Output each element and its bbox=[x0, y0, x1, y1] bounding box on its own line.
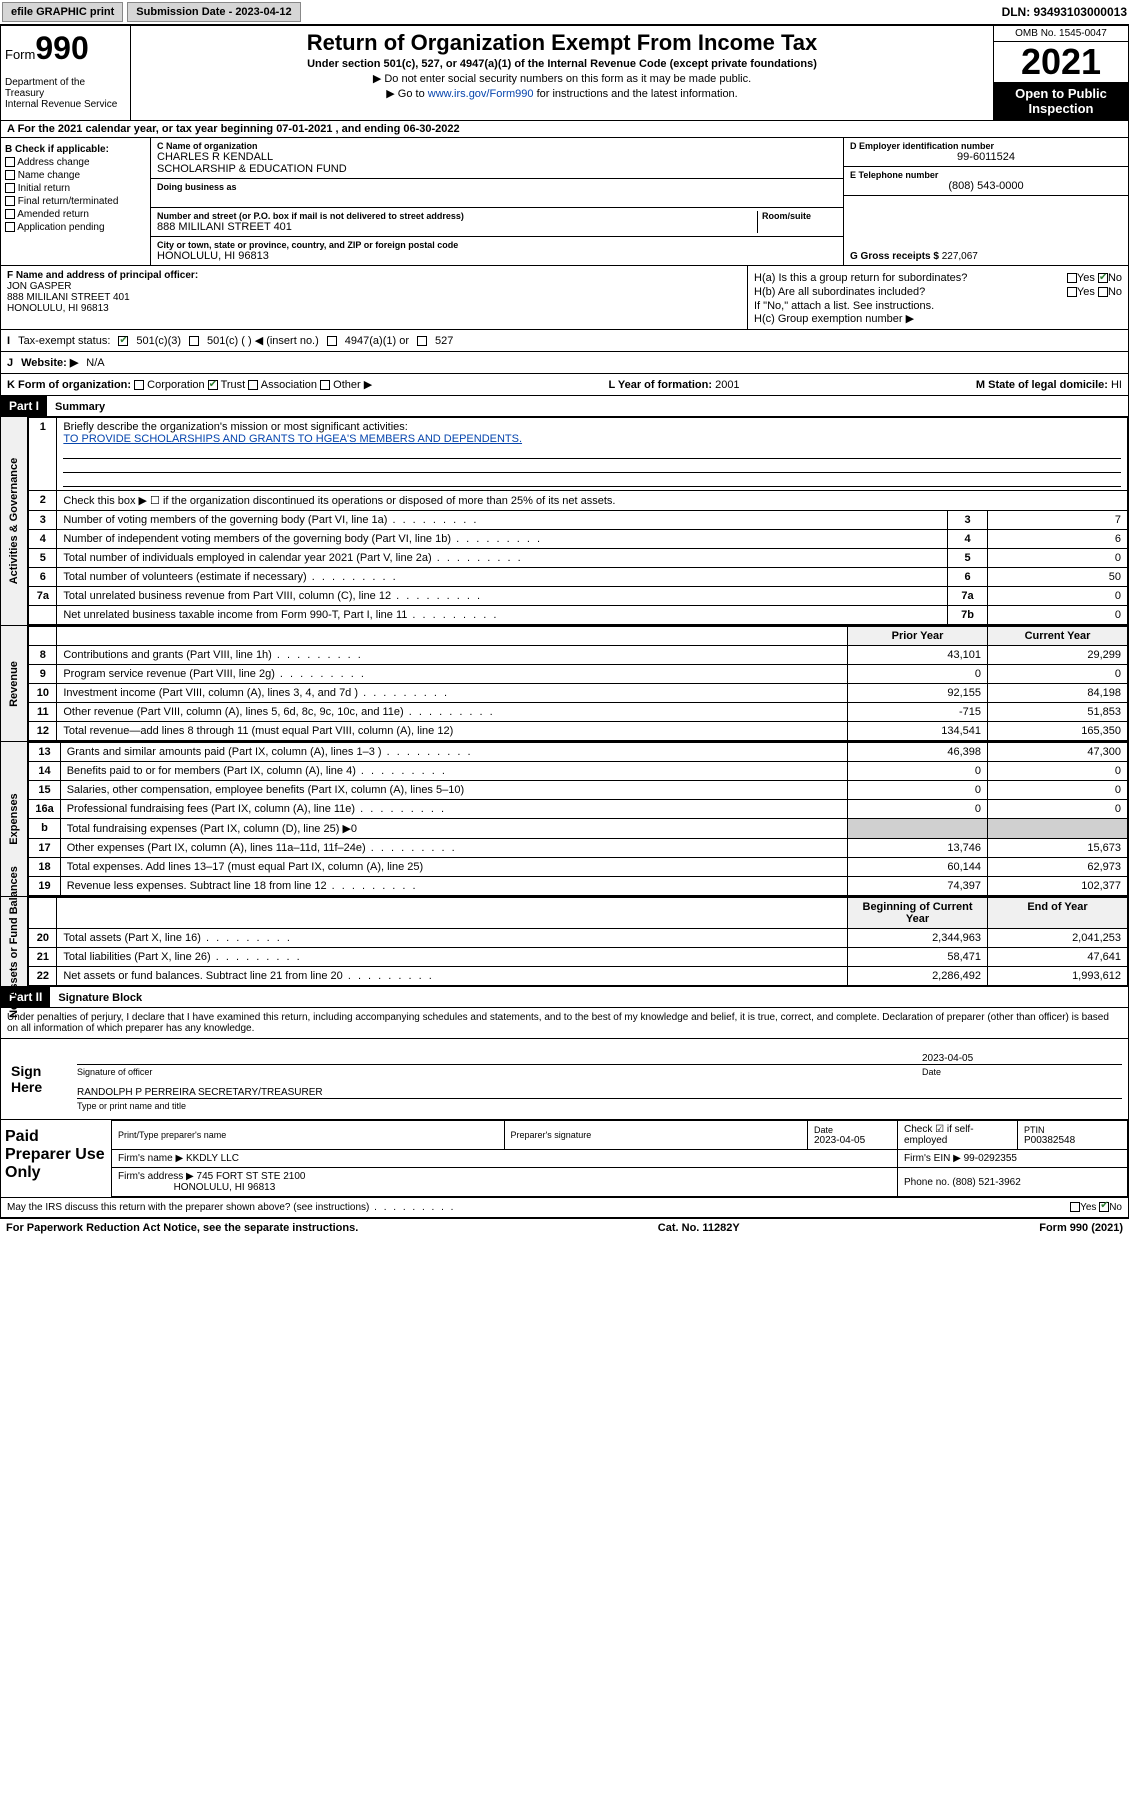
chk-final-return[interactable] bbox=[5, 196, 15, 206]
year-formation: 2001 bbox=[715, 379, 739, 391]
open-inspection: Open to Public Inspection bbox=[994, 82, 1128, 120]
part1-header: Part ISummary bbox=[0, 396, 1129, 417]
chk-address-change[interactable] bbox=[5, 157, 15, 167]
line-12: 12Total revenue—add lines 8 through 11 (… bbox=[29, 722, 1128, 741]
tax-year: 2021 bbox=[994, 42, 1128, 82]
line-3: 3Number of voting members of the governi… bbox=[29, 511, 1128, 530]
line-18: 18Total expenses. Add lines 13–17 (must … bbox=[29, 858, 1128, 877]
chk-trust[interactable] bbox=[208, 380, 218, 390]
col-b-checkboxes: B Check if applicable: Address change Na… bbox=[1, 138, 151, 265]
form-header: Form990 Department of the Treasury Inter… bbox=[0, 25, 1129, 121]
prep-date: 2023-04-05 bbox=[814, 1135, 865, 1146]
state-domicile: HI bbox=[1111, 379, 1122, 391]
firm-phone: (808) 521-3962 bbox=[952, 1177, 1020, 1188]
penalty-text: Under penalties of perjury, I declare th… bbox=[0, 1008, 1129, 1039]
chk-501c3[interactable] bbox=[118, 336, 128, 346]
ein: 99-6011524 bbox=[850, 151, 1122, 163]
line-11: 11Other revenue (Part VIII, column (A), … bbox=[29, 703, 1128, 722]
part2-header: Part IISignature Block bbox=[0, 987, 1129, 1008]
gross-receipts: 227,067 bbox=[942, 251, 978, 262]
firm-addr1: 745 FORT ST STE 2100 bbox=[197, 1171, 306, 1182]
line-22: 22Net assets or fund balances. Subtract … bbox=[29, 967, 1128, 986]
line-4: 4Number of independent voting members of… bbox=[29, 530, 1128, 549]
chk-hb-yes[interactable] bbox=[1067, 287, 1077, 297]
page-footer: For Paperwork Reduction Act Notice, see … bbox=[0, 1218, 1129, 1237]
section-revenue: Revenue Prior YearCurrent Year 8Contribu… bbox=[0, 626, 1129, 742]
line-14: 14Benefits paid to or for members (Part … bbox=[29, 762, 1128, 781]
line-5: 5Total number of individuals employed in… bbox=[29, 549, 1128, 568]
irs-label: Internal Revenue Service bbox=[5, 99, 126, 110]
section-governance: Activities & Governance 1 Briefly descri… bbox=[0, 417, 1129, 626]
paid-preparer-block: Paid Preparer Use Only Print/Type prepar… bbox=[0, 1120, 1129, 1198]
line-9: 9Program service revenue (Part VIII, lin… bbox=[29, 665, 1128, 684]
chk-ha-no[interactable] bbox=[1098, 273, 1108, 283]
chk-527[interactable] bbox=[417, 336, 427, 346]
row-fh: F Name and address of principal officer:… bbox=[0, 266, 1129, 330]
firm-name: KKDLY LLC bbox=[186, 1153, 239, 1164]
chk-discuss-yes[interactable] bbox=[1070, 1202, 1080, 1212]
sign-here-block: Sign Here 2023-04-05 Signature of office… bbox=[0, 1039, 1129, 1120]
line-16a: 16aProfessional fundraising fees (Part I… bbox=[29, 800, 1128, 819]
line-7a: 7aTotal unrelated business revenue from … bbox=[29, 587, 1128, 606]
row-a-tax-year: A For the 2021 calendar year, or tax yea… bbox=[0, 121, 1129, 138]
chk-corp[interactable] bbox=[134, 380, 144, 390]
line-19: 19Revenue less expenses. Subtract line 1… bbox=[29, 877, 1128, 896]
line-16b: bTotal fundraising expenses (Part IX, co… bbox=[29, 819, 1128, 839]
row-j-website: J Website: ▶ N/A bbox=[0, 352, 1129, 374]
chk-initial-return[interactable] bbox=[5, 183, 15, 193]
section-balances: Net Assets or Fund Balances Beginning of… bbox=[0, 897, 1129, 987]
officer-signed-name: RANDOLPH P PERREIRA SECRETARY/TREASURER bbox=[77, 1087, 1122, 1098]
line-13: 13Grants and similar amounts paid (Part … bbox=[29, 743, 1128, 762]
chk-ha-yes[interactable] bbox=[1067, 273, 1077, 283]
line-8: 8Contributions and grants (Part VIII, li… bbox=[29, 646, 1128, 665]
dept-treasury: Department of the Treasury bbox=[5, 77, 126, 99]
line-6: 6Total number of volunteers (estimate if… bbox=[29, 568, 1128, 587]
chk-other[interactable] bbox=[320, 380, 330, 390]
org-street: 888 MILILANI STREET 401 bbox=[157, 221, 757, 233]
firm-addr2: HONOLULU, HI 96813 bbox=[174, 1182, 276, 1193]
ptin: P00382548 bbox=[1024, 1135, 1075, 1146]
form-subtitle: Under section 501(c), 527, or 4947(a)(1)… bbox=[139, 58, 985, 70]
chk-hb-no[interactable] bbox=[1098, 287, 1108, 297]
dln-text: DLN: 93493103000013 bbox=[1002, 5, 1127, 19]
mission-text: TO PROVIDE SCHOLARSHIPS AND GRANTS TO HG… bbox=[63, 433, 522, 445]
chk-4947[interactable] bbox=[327, 336, 337, 346]
chk-501c[interactable] bbox=[189, 336, 199, 346]
goto-note: ▶ Go to www.irs.gov/Form990 for instruct… bbox=[139, 87, 985, 100]
omb-number: OMB No. 1545-0047 bbox=[994, 26, 1128, 42]
ssn-note: ▶ Do not enter social security numbers o… bbox=[139, 72, 985, 85]
line-10: 10Investment income (Part VIII, column (… bbox=[29, 684, 1128, 703]
org-name-1: CHARLES R KENDALL bbox=[157, 151, 837, 163]
form-number: Form990 bbox=[5, 30, 126, 67]
line-21: 21Total liabilities (Part X, line 26)58,… bbox=[29, 948, 1128, 967]
org-city: HONOLULU, HI 96813 bbox=[157, 250, 837, 262]
section-expenses: Expenses 13Grants and similar amounts pa… bbox=[0, 742, 1129, 897]
submission-date-button[interactable]: Submission Date - 2023-04-12 bbox=[127, 2, 300, 22]
chk-name-change[interactable] bbox=[5, 170, 15, 180]
may-discuss-row: May the IRS discuss this return with the… bbox=[0, 1198, 1129, 1218]
row-klm: K Form of organization: Corporation Trus… bbox=[0, 374, 1129, 396]
row-i-tax-status: I Tax-exempt status: 501(c)(3) 501(c) ( … bbox=[0, 330, 1129, 352]
line-15: 15Salaries, other compensation, employee… bbox=[29, 781, 1128, 800]
line-17: 17Other expenses (Part IX, column (A), l… bbox=[29, 839, 1128, 858]
col-c-org: C Name of organization CHARLES R KENDALL… bbox=[151, 138, 843, 265]
chk-assoc[interactable] bbox=[248, 380, 258, 390]
org-name-2: SCHOLARSHIP & EDUCATION FUND bbox=[157, 163, 837, 175]
section-bcde: B Check if applicable: Address change Na… bbox=[0, 138, 1129, 266]
sig-date: 2023-04-05 bbox=[922, 1053, 1122, 1064]
website-value: N/A bbox=[86, 357, 104, 369]
officer-name: JON GASPER bbox=[7, 281, 71, 292]
top-toolbar: efile GRAPHIC print Submission Date - 20… bbox=[0, 0, 1129, 25]
phone: (808) 543-0000 bbox=[850, 180, 1122, 192]
efile-button[interactable]: efile GRAPHIC print bbox=[2, 2, 123, 22]
line-20: 20Total assets (Part X, line 16)2,344,96… bbox=[29, 929, 1128, 948]
chk-application-pending[interactable] bbox=[5, 222, 15, 232]
line-7b: Net unrelated business taxable income fr… bbox=[29, 606, 1128, 625]
form-title: Return of Organization Exempt From Incom… bbox=[139, 30, 985, 56]
chk-discuss-no[interactable] bbox=[1099, 1202, 1109, 1212]
irs-link[interactable]: www.irs.gov/Form990 bbox=[428, 88, 534, 100]
col-de: D Employer identification number 99-6011… bbox=[843, 138, 1128, 265]
chk-amended-return[interactable] bbox=[5, 209, 15, 219]
firm-ein: 99-0292355 bbox=[964, 1153, 1017, 1164]
